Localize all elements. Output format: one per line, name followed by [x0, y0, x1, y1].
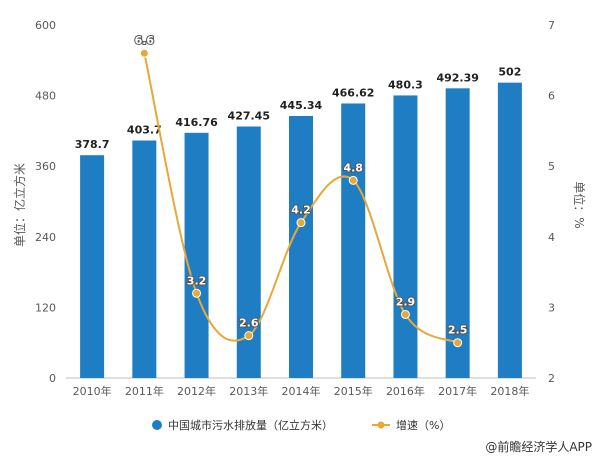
line-value-label: 6.6 — [135, 34, 155, 47]
y-right-tick-label: 2 — [548, 372, 555, 385]
x-axis: 2010年 2011年 2012年 2013年 2014年 2015年 2016年 2017年… — [73, 384, 530, 398]
line-series: 6.6 3.2 2.6 4.2 4.8 2.9 2.5 — [134, 33, 468, 348]
y-left-tick-label: 600 — [35, 19, 56, 32]
bar — [341, 103, 366, 379]
bar-series: 378.7 403.7 416.76 427.45 445.34 466.62 480.3 4… — [75, 66, 522, 379]
legend-label-line: 增速（%） — [396, 418, 450, 432]
legend-label-bar: 中国城市污水排放量（亿立方米） — [168, 418, 333, 432]
line-value-label: 2.5 — [448, 324, 468, 337]
line-value-label: 2.6 — [239, 317, 259, 330]
x-tick-label: 2017年 — [438, 384, 477, 398]
y-right-tick-label: 4 — [548, 231, 555, 244]
y-right-tick-label: 5 — [548, 160, 555, 173]
line-point — [296, 218, 306, 228]
y-left-tick-label: 360 — [35, 160, 56, 173]
bar-value-label: 427.45 — [228, 110, 270, 123]
y-right-tick-label: 3 — [548, 301, 555, 314]
legend-marker-bar — [152, 420, 162, 430]
line-point — [139, 48, 149, 58]
bar — [184, 132, 209, 378]
x-tick-label: 2016年 — [386, 384, 425, 398]
legend: 中国城市污水排放量（亿立方米） 增速（%） — [152, 418, 450, 432]
bar — [132, 140, 157, 378]
line-value-label: 2.9 — [396, 295, 416, 308]
bar-value-label: 480.3 — [388, 78, 423, 91]
source-credit: @前瞻经济学人APP — [485, 439, 592, 454]
y-left-tick-label: 480 — [35, 90, 56, 103]
growth-line — [143, 53, 459, 344]
bar-value-label: 403.7 — [127, 123, 162, 136]
y-left-tick-label: 120 — [35, 301, 56, 314]
line-point — [244, 331, 254, 341]
bar — [393, 95, 418, 379]
bar-value-label: 492.39 — [436, 71, 478, 84]
x-tick-label: 2013年 — [229, 384, 268, 398]
x-tick-label: 2018年 — [490, 384, 529, 398]
bar-value-label: 502 — [498, 66, 521, 79]
x-tick-label: 2011年 — [125, 384, 164, 398]
y-axis-right-label: 单位：% — [572, 181, 587, 228]
line-point — [453, 338, 463, 348]
bar-value-label: 378.7 — [75, 138, 110, 151]
x-tick-label: 2010年 — [73, 384, 112, 398]
x-tick-label: 2015年 — [334, 384, 373, 398]
x-tick-label: 2014年 — [282, 384, 321, 398]
line-point — [192, 288, 202, 298]
y-left-tick-label: 0 — [49, 372, 56, 385]
bar-value-label: 416.76 — [175, 116, 218, 129]
bar-value-label: 445.34 — [280, 99, 323, 112]
bar-value-label: 466.62 — [332, 86, 374, 99]
line-point — [348, 175, 358, 185]
line-point — [400, 309, 410, 319]
x-tick-label: 2012年 — [177, 384, 216, 398]
y-axis-right: 2 3 4 5 6 7 — [548, 19, 555, 385]
legend-marker-line-dot — [377, 421, 385, 429]
bar — [445, 88, 470, 378]
y-right-tick-label: 6 — [548, 90, 555, 103]
y-axis-left: 0 120 240 360 480 600 — [35, 19, 56, 385]
bar — [497, 82, 522, 378]
line-value-label: 4.2 — [291, 204, 311, 217]
y-left-tick-label: 240 — [35, 231, 56, 244]
line-value-label: 3.2 — [187, 274, 207, 287]
y-axis-left-label: 单位：亿立方米 — [12, 163, 27, 247]
bar — [289, 115, 313, 378]
line-value-label: 4.8 — [343, 161, 363, 174]
bar — [80, 155, 105, 378]
y-right-tick-label: 7 — [548, 19, 555, 32]
